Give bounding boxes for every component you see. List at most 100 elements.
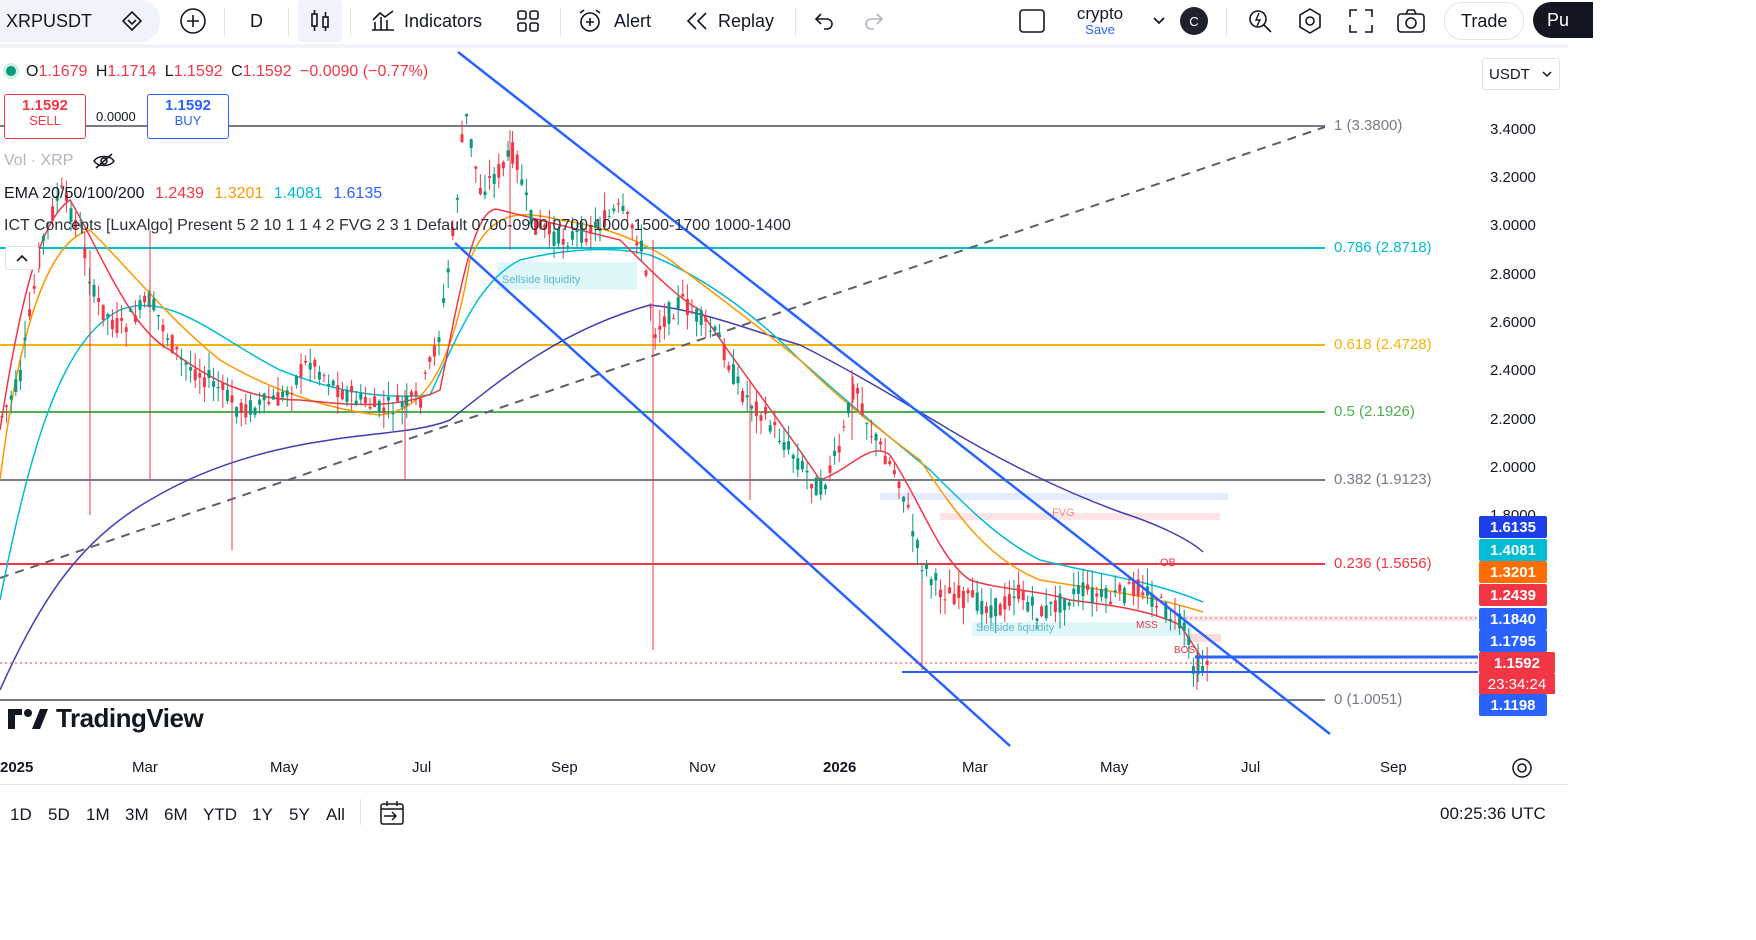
candle-body xyxy=(851,384,855,400)
sellside-zone-1 xyxy=(497,262,637,290)
interval-button[interactable]: D xyxy=(250,0,263,42)
utc-clock[interactable]: 00:25:36 UTC xyxy=(1440,804,1546,823)
range-button[interactable]: 3M xyxy=(125,805,149,824)
chart-type-button[interactable] xyxy=(298,0,342,42)
gear-icon xyxy=(1299,8,1321,34)
collapse-legend-button[interactable] xyxy=(5,246,39,270)
ema100-value: 1.4081 xyxy=(273,185,323,202)
candle-body xyxy=(327,383,331,386)
candle-body xyxy=(722,344,726,361)
goto-date-button[interactable] xyxy=(378,799,406,832)
range-button[interactable]: 1D xyxy=(10,805,32,824)
candle-body xyxy=(1081,582,1085,597)
fvg-zone-blue xyxy=(880,493,1228,500)
undo-button[interactable] xyxy=(812,0,836,42)
candle-body xyxy=(78,225,82,227)
range-button[interactable]: 1M xyxy=(86,805,110,824)
currency-select[interactable]: USDT xyxy=(1482,58,1560,90)
indicators-label: Indicators xyxy=(404,10,483,31)
candle-body xyxy=(938,589,942,598)
currency-label: USDT xyxy=(1489,65,1530,83)
candle-body xyxy=(879,441,883,445)
candle-body xyxy=(133,315,137,322)
candle-body xyxy=(653,334,657,338)
calendar-arrow-icon xyxy=(380,801,404,825)
timezone-settings-button[interactable] xyxy=(1510,756,1534,785)
screenshot-button[interactable] xyxy=(1396,0,1426,42)
sell-button[interactable]: 1.1592 SELL xyxy=(4,94,86,139)
fib-level-label: 0.786 (2.8718) xyxy=(1334,239,1432,256)
candle-body xyxy=(138,300,142,310)
volume-legend[interactable]: Vol · XRP xyxy=(4,152,116,170)
candle-body xyxy=(800,461,804,470)
candle-body xyxy=(529,209,533,225)
price-axis-label: 1.4081 xyxy=(1479,539,1547,561)
candle-body xyxy=(1182,622,1186,631)
channel-upper-line xyxy=(457,51,1331,735)
range-button[interactable]: All xyxy=(326,805,345,824)
chart-area[interactable]: Sellside liquidity Sellside liquidity FV… xyxy=(0,48,1568,784)
symbol-search[interactable]: XRPUSDT xyxy=(0,0,160,42)
candle-body xyxy=(980,601,984,615)
eye-off-icon[interactable] xyxy=(92,152,116,170)
indicators-button[interactable]: Indicators xyxy=(370,0,482,42)
candle-body xyxy=(685,299,689,315)
candle-body xyxy=(41,236,45,241)
quick-search-button[interactable] xyxy=(1246,0,1274,42)
candle-body xyxy=(750,406,754,409)
range-button[interactable]: 5Y xyxy=(289,805,310,824)
candle-body xyxy=(538,220,542,229)
ict-legend[interactable]: ICT Concepts [LuxAlgo] Present 5 2 10 1 … xyxy=(4,217,791,234)
candle-body xyxy=(566,246,570,248)
buy-button[interactable]: 1.1592 BUY xyxy=(147,94,229,139)
alert-button[interactable]: Alert xyxy=(576,0,651,42)
candle-body xyxy=(1067,602,1071,606)
add-symbol-button[interactable] xyxy=(178,0,208,42)
top-toolbar: XRPUSDT D Indicators Alert Replay crypto xyxy=(0,0,1593,44)
replay-button[interactable]: Replay xyxy=(684,0,774,42)
low-value: 1.1592 xyxy=(173,63,223,80)
compare-icon[interactable] xyxy=(120,9,144,33)
y-axis-label: 2.2000 xyxy=(1490,411,1536,428)
candle-body xyxy=(83,247,87,259)
mss-label: MSS xyxy=(1136,620,1158,631)
range-button[interactable]: 6M xyxy=(164,805,188,824)
candle-body xyxy=(649,306,653,308)
candle-body xyxy=(124,327,128,332)
candle-body xyxy=(943,599,947,601)
candle-body xyxy=(718,334,722,338)
candle-body xyxy=(575,228,579,232)
candle-body xyxy=(828,465,832,473)
candle-body xyxy=(1191,666,1195,674)
price-axis-label: 1.1198 xyxy=(1479,694,1547,716)
trade-button[interactable]: Trade xyxy=(1444,2,1525,40)
candle-body xyxy=(741,391,745,402)
candle-body xyxy=(929,579,933,586)
chart-canvas[interactable] xyxy=(0,48,1568,784)
chevron-up-icon xyxy=(16,254,28,262)
chevron-down-icon xyxy=(1542,71,1552,78)
candle-body xyxy=(925,563,929,569)
range-button[interactable]: YTD xyxy=(203,805,237,824)
layout-name-button[interactable]: crypto Save xyxy=(1060,0,1140,42)
candle-body xyxy=(423,372,427,374)
layout-menu-button[interactable] xyxy=(1152,0,1166,42)
candle-body xyxy=(1113,590,1117,593)
avatar[interactable]: C xyxy=(1180,0,1208,42)
publish-button[interactable]: Pu xyxy=(1533,2,1593,38)
layout-toggle[interactable] xyxy=(1018,0,1046,42)
candle-body xyxy=(593,221,597,228)
templates-button[interactable] xyxy=(516,0,540,42)
redo-icon xyxy=(865,13,884,30)
range-button[interactable]: 5D xyxy=(48,805,70,824)
settings-button[interactable] xyxy=(1296,0,1324,42)
ema-legend[interactable]: EMA 20/50/100/200 1.2439 1.3201 1.4081 1… xyxy=(4,185,382,203)
redo-button[interactable] xyxy=(862,0,886,42)
candle-body xyxy=(1118,584,1122,592)
divider xyxy=(288,8,289,36)
candle-body xyxy=(14,379,18,392)
x-axis-label: May xyxy=(1100,759,1129,776)
range-button[interactable]: 1Y xyxy=(252,805,273,824)
volume-label: Vol · XRP xyxy=(4,152,74,170)
fullscreen-button[interactable] xyxy=(1348,0,1374,42)
